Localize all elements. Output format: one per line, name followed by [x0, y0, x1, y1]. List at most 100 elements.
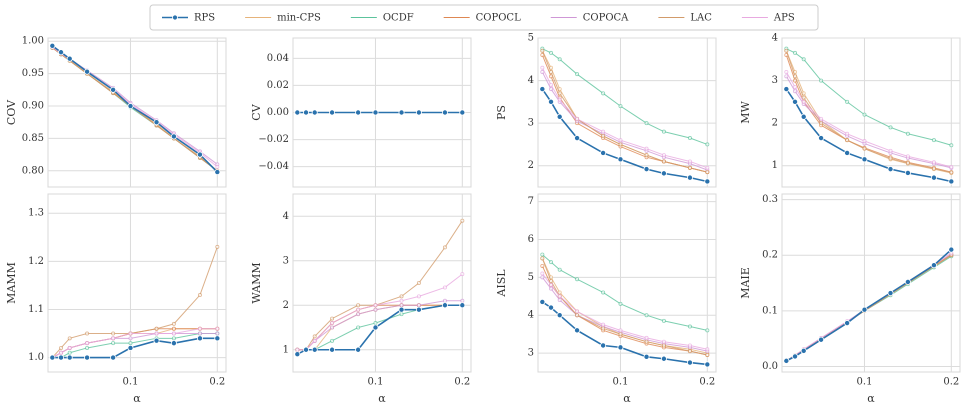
series-line — [541, 258, 708, 354]
data-point — [557, 267, 562, 272]
data-point — [661, 159, 666, 164]
data-point — [110, 354, 117, 361]
data-point — [311, 346, 318, 353]
data-point — [618, 332, 623, 337]
y-tick-label: 1.00 — [22, 36, 44, 47]
data-point — [549, 282, 554, 287]
data-point — [111, 331, 116, 336]
data-point — [783, 357, 790, 364]
y-axis-label: CV — [250, 103, 263, 120]
data-point — [329, 109, 336, 116]
data-point — [861, 306, 868, 313]
data-point — [459, 302, 466, 309]
data-point — [294, 109, 301, 116]
data-point — [601, 91, 606, 96]
y-axis-label: MAMM — [5, 262, 18, 304]
data-point — [312, 334, 317, 339]
data-point — [930, 262, 937, 269]
data-point — [399, 312, 404, 317]
data-point — [549, 279, 554, 284]
plot-area — [781, 193, 961, 373]
data-point — [111, 341, 116, 346]
data-point — [948, 246, 955, 253]
data-point — [171, 326, 176, 331]
data-point — [557, 294, 562, 299]
data-point — [801, 95, 806, 100]
data-point — [372, 324, 379, 331]
data-point — [784, 48, 789, 53]
x-tick-label: 0.1 — [613, 377, 629, 388]
legend-label: COPOCA — [583, 13, 629, 24]
data-point — [540, 48, 545, 53]
data-point — [399, 294, 404, 299]
data-point — [372, 109, 379, 116]
x-tick-label: 0.1 — [123, 377, 139, 388]
data-point — [330, 325, 335, 330]
data-point — [687, 159, 692, 164]
data-point — [171, 321, 176, 326]
data-point — [704, 361, 711, 368]
data-point — [416, 294, 421, 299]
plot-area — [537, 193, 717, 373]
data-point — [153, 337, 160, 344]
plot-area — [47, 193, 227, 373]
data-point — [214, 335, 221, 342]
legend-label: min-CPS — [277, 13, 321, 24]
data-point — [862, 146, 867, 151]
series-line — [785, 71, 952, 168]
data-point — [330, 338, 335, 343]
y-axis-label: WAMM — [250, 262, 263, 303]
data-point — [686, 174, 693, 181]
data-point — [66, 55, 73, 62]
data-point — [311, 109, 318, 116]
y-tick-label: 6 — [528, 234, 534, 245]
data-point — [600, 149, 607, 156]
data-point — [705, 142, 710, 147]
y-tick-label: 0.1 — [762, 305, 778, 316]
data-point — [845, 131, 850, 136]
data-point — [556, 312, 563, 319]
data-point — [215, 326, 220, 331]
series-line — [51, 45, 218, 173]
y-axis-label: PS — [495, 105, 508, 120]
data-point — [905, 161, 910, 166]
data-point — [549, 82, 554, 87]
data-point — [792, 353, 799, 360]
series-line — [785, 50, 952, 174]
data-point — [549, 286, 554, 291]
y-tick-label: 5 — [528, 33, 534, 44]
series-line — [542, 48, 708, 145]
y-tick-label: 2 — [283, 300, 289, 311]
data-point — [792, 98, 799, 105]
data-point — [862, 112, 867, 117]
panel: 0.1 0.2 1.0 1.1 1.2 1.3 MAMM α — [5, 193, 227, 405]
series-line — [52, 328, 218, 359]
data-point — [705, 170, 710, 175]
x-tick-label: 0.1 — [857, 377, 873, 388]
data-point — [661, 129, 666, 134]
data-point — [171, 336, 176, 341]
data-point — [85, 331, 90, 336]
data-point — [931, 160, 936, 165]
data-point — [415, 306, 422, 313]
data-point — [644, 335, 649, 340]
data-point — [704, 178, 711, 185]
data-point — [197, 331, 202, 336]
y-tick-label: 0.04 — [267, 53, 289, 64]
data-point — [575, 277, 580, 282]
data-point — [303, 109, 310, 116]
data-point — [949, 164, 954, 169]
series-line — [542, 254, 708, 331]
data-point — [127, 344, 134, 351]
data-point — [84, 354, 91, 361]
data-point — [398, 306, 405, 313]
data-point — [197, 326, 202, 331]
legend-marker — [172, 14, 178, 21]
series-line — [785, 249, 952, 362]
data-point — [49, 42, 56, 49]
y-tick-label: 5 — [528, 272, 534, 283]
data-point — [373, 303, 378, 308]
data-point — [601, 326, 606, 331]
series-line — [541, 301, 708, 366]
x-axis-label: α — [867, 392, 875, 405]
